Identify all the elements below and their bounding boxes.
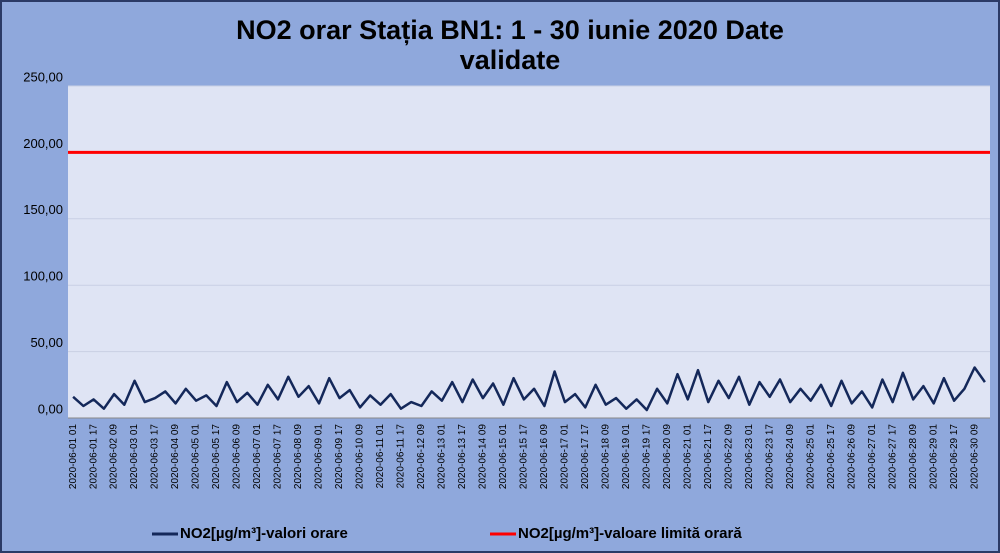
x-tick-label: 2020-06-11 17	[396, 424, 407, 489]
x-tick-label: 2020-06-15 17	[519, 424, 530, 489]
x-tick-label: 2020-06-14 09	[478, 424, 489, 489]
x-tick-label: 2020-06-19 17	[641, 424, 652, 489]
x-tick-label: 2020-06-27 01	[867, 424, 878, 489]
x-tick-label: 2020-06-19 01	[621, 424, 632, 489]
y-tick-label: 150,00	[23, 202, 63, 217]
x-tick-label: 2020-06-12 09	[416, 424, 427, 489]
x-tick-label: 2020-06-01 01	[68, 424, 79, 489]
chart-title: validate	[460, 45, 561, 75]
x-tick-label: 2020-06-11 01	[375, 424, 386, 489]
x-tick-label: 2020-06-24 09	[785, 424, 796, 489]
x-tick-label: 2020-06-30 09	[969, 424, 980, 489]
x-tick-label: 2020-06-07 17	[273, 424, 284, 489]
x-tick-label: 2020-06-28 09	[908, 424, 919, 489]
x-tick-label: 2020-06-29 01	[928, 424, 939, 489]
x-tick-label: 2020-06-04 09	[170, 424, 181, 489]
x-tick-label: 2020-06-05 17	[211, 424, 222, 489]
x-tick-label: 2020-06-21 01	[682, 424, 693, 489]
x-tick-label: 2020-06-06 09	[232, 424, 243, 489]
x-tick-label: 2020-06-16 09	[539, 424, 550, 489]
x-tick-label: 2020-06-23 17	[764, 424, 775, 489]
x-tick-label: 2020-06-09 17	[334, 424, 345, 489]
x-tick-label: 2020-06-17 17	[580, 424, 591, 489]
x-tick-label: 2020-06-23 01	[744, 424, 755, 489]
x-tick-label: 2020-06-03 17	[150, 424, 161, 489]
x-tick-label: 2020-06-07 01	[252, 424, 263, 489]
y-tick-label: 200,00	[23, 136, 63, 151]
x-tick-label: 2020-06-15 01	[498, 424, 509, 489]
x-tick-label: 2020-06-18 09	[600, 424, 611, 489]
x-tick-label: 2020-06-13 01	[437, 424, 448, 489]
x-tick-label: 2020-06-13 17	[457, 424, 468, 489]
x-tick-label: 2020-06-22 09	[723, 424, 734, 489]
x-tick-label: 2020-06-21 17	[703, 424, 714, 489]
y-tick-label: 50,00	[30, 335, 63, 350]
x-tick-label: 2020-06-01 17	[88, 424, 99, 489]
x-tick-label: 2020-06-02 09	[109, 424, 120, 489]
x-tick-label: 2020-06-08 09	[293, 424, 304, 489]
x-tick-label: 2020-06-20 09	[662, 424, 673, 489]
y-tick-label: 250,00	[23, 69, 63, 84]
x-tick-label: 2020-06-17 01	[559, 424, 570, 489]
x-tick-label: 2020-06-26 09	[846, 424, 857, 489]
x-tick-label: 2020-06-29 17	[949, 424, 960, 489]
x-tick-label: 2020-06-10 09	[355, 424, 366, 489]
plot-area	[68, 86, 990, 418]
x-tick-label: 2020-06-05 01	[191, 424, 202, 489]
y-tick-label: 100,00	[23, 269, 63, 284]
data-line	[72, 366, 986, 412]
x-tick-label: 2020-06-27 17	[887, 424, 898, 489]
x-tick-label: 2020-06-25 01	[805, 424, 816, 489]
x-tick-label: 2020-06-03 01	[129, 424, 140, 489]
x-tick-label: 2020-06-25 17	[826, 424, 837, 489]
legend-label: NO2[µg/m³]-valoare limită orară	[518, 525, 742, 542]
y-tick-label: 0,00	[38, 401, 63, 416]
x-tick-label: 2020-06-09 01	[314, 424, 325, 489]
legend-label: NO2[µg/m³]-valori orare	[180, 525, 348, 542]
chart-title: NO2 orar Stația BN1: 1 - 30 iunie 2020 D…	[236, 15, 784, 45]
